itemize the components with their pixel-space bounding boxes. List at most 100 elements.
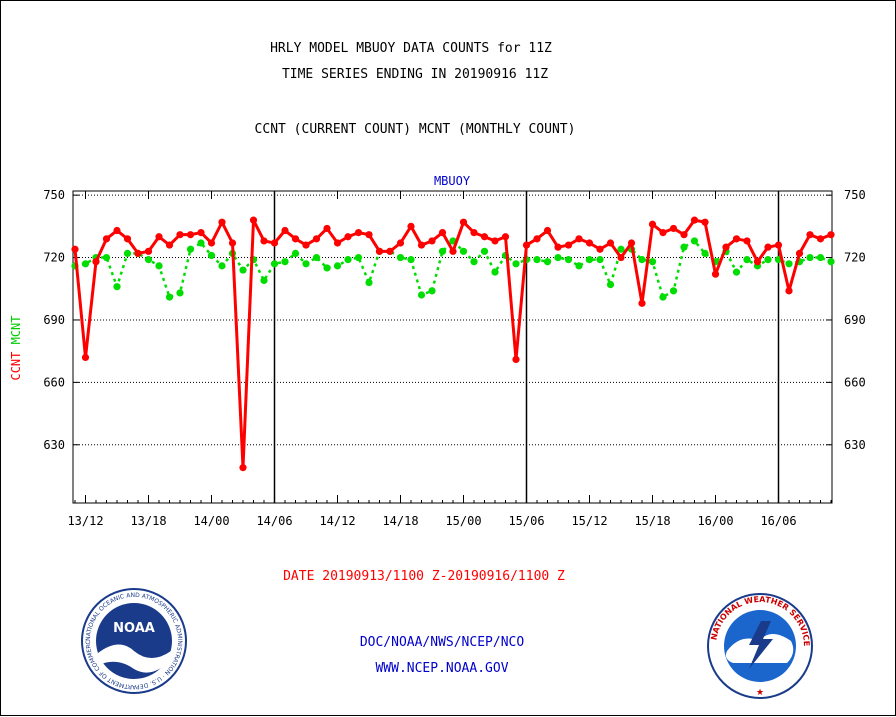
point-ccnt	[354, 229, 363, 237]
xtick-label-15/00: 15/00	[445, 514, 481, 528]
point-mcnt	[260, 276, 268, 285]
point-mcnt	[113, 283, 121, 291]
point-mcnt	[81, 260, 90, 268]
ytick-label-left-690: 690	[43, 313, 65, 327]
point-ccnt	[228, 239, 237, 247]
point-mcnt	[638, 256, 646, 264]
point-mcnt	[512, 260, 520, 268]
point-mcnt	[354, 253, 363, 262]
point-ccnt	[722, 243, 730, 251]
point-mcnt	[575, 262, 583, 270]
point-mcnt	[690, 237, 699, 245]
point-mcnt	[155, 262, 163, 270]
xtick-label-14/18: 14/18	[382, 514, 418, 528]
credit-org: DOC/NOAA/NWS/NCEP/NCO	[360, 635, 525, 650]
point-ccnt	[701, 218, 709, 226]
point-mcnt	[144, 256, 153, 264]
point-mcnt	[302, 260, 310, 268]
point-mcnt	[344, 256, 352, 264]
point-ccnt	[134, 249, 142, 257]
point-ccnt	[239, 464, 247, 472]
chart-title-line3: CCNT (CURRENT COUNT) MCNT (MONTHLY COUNT…	[255, 122, 576, 137]
ytick-label-left-660: 660	[43, 375, 65, 389]
point-ccnt	[71, 245, 79, 253]
xtick-label-14/12: 14/12	[319, 514, 355, 528]
point-mcnt	[596, 256, 604, 264]
point-mcnt	[207, 251, 216, 260]
noaa-logo-text: NOAA	[113, 621, 155, 636]
point-mcnt	[617, 245, 625, 253]
chart-title-line1: HRLY MODEL MBUOY DATA COUNTS for 11Z	[270, 41, 552, 56]
credit-url[interactable]: WWW.NCEP.NOAA.GOV	[375, 661, 508, 676]
point-ccnt	[428, 237, 436, 245]
point-ccnt	[92, 258, 100, 266]
date-range-label: DATE 20190913/1100 Z-20190916/1100 Z	[283, 569, 565, 584]
point-mcnt	[659, 293, 667, 301]
point-mcnt	[428, 287, 436, 295]
point-ccnt	[617, 253, 625, 262]
ytick-label-left-630: 630	[43, 438, 65, 452]
point-ccnt	[291, 235, 300, 243]
point-mcnt	[669, 287, 678, 295]
point-mcnt	[270, 260, 279, 268]
point-mcnt	[407, 256, 415, 264]
point-ccnt	[260, 237, 268, 245]
point-mcnt	[732, 268, 741, 276]
point-mcnt	[680, 243, 688, 251]
point-ccnt	[449, 247, 457, 255]
point-mcnt	[491, 268, 499, 276]
point-ccnt	[501, 233, 510, 241]
point-ccnt	[197, 229, 205, 237]
ylabel-mcnt: MCNT	[9, 315, 23, 344]
point-mcnt	[291, 249, 300, 257]
point-ccnt	[333, 239, 342, 247]
point-ccnt	[344, 233, 352, 241]
xtick-label-13/18: 13/18	[130, 514, 166, 528]
point-ccnt	[606, 239, 615, 247]
ytick-label-left-720: 720	[43, 251, 65, 265]
point-mcnt	[554, 253, 562, 262]
point-ccnt	[302, 241, 310, 249]
point-mcnt	[564, 256, 573, 264]
xtick-label-15/18: 15/18	[634, 514, 670, 528]
point-ccnt	[155, 233, 163, 241]
point-mcnt	[827, 258, 835, 266]
point-ccnt	[123, 235, 132, 243]
ytick-label-right-690: 690	[844, 313, 866, 327]
point-ccnt	[207, 239, 216, 247]
point-ccnt	[417, 241, 426, 249]
point-mcnt	[606, 281, 615, 289]
point-ccnt	[396, 239, 405, 247]
ytick-label-right-750: 750	[844, 188, 866, 202]
point-ccnt	[312, 235, 321, 243]
point-ccnt	[785, 287, 793, 295]
xtick-label-14/00: 14/00	[193, 514, 229, 528]
point-ccnt	[102, 235, 111, 243]
point-ccnt	[690, 216, 699, 224]
point-ccnt	[270, 239, 279, 247]
point-ccnt	[806, 231, 814, 239]
point-mcnt	[701, 249, 709, 257]
point-ccnt	[669, 224, 678, 233]
point-ccnt	[575, 235, 583, 243]
point-mcnt	[764, 256, 772, 264]
point-ccnt	[743, 237, 751, 245]
point-mcnt	[186, 245, 195, 253]
point-ccnt	[543, 226, 552, 235]
point-ccnt	[774, 241, 783, 249]
plot-title: MBUOY	[434, 174, 471, 188]
point-mcnt	[648, 258, 657, 266]
point-mcnt	[197, 239, 205, 247]
point-ccnt	[323, 224, 331, 233]
point-ccnt	[795, 249, 804, 257]
point-mcnt	[218, 262, 226, 270]
point-mcnt	[480, 247, 489, 255]
x-tick-layer: 13/12 13/18 14/00 14/06 14/12 14/18 15/00 15/06…	[67, 191, 832, 528]
point-ccnt	[470, 229, 478, 237]
point-ccnt	[816, 235, 825, 243]
point-mcnt	[743, 256, 751, 264]
ytick-label-left-750: 750	[43, 188, 65, 202]
point-mcnt	[816, 253, 825, 262]
